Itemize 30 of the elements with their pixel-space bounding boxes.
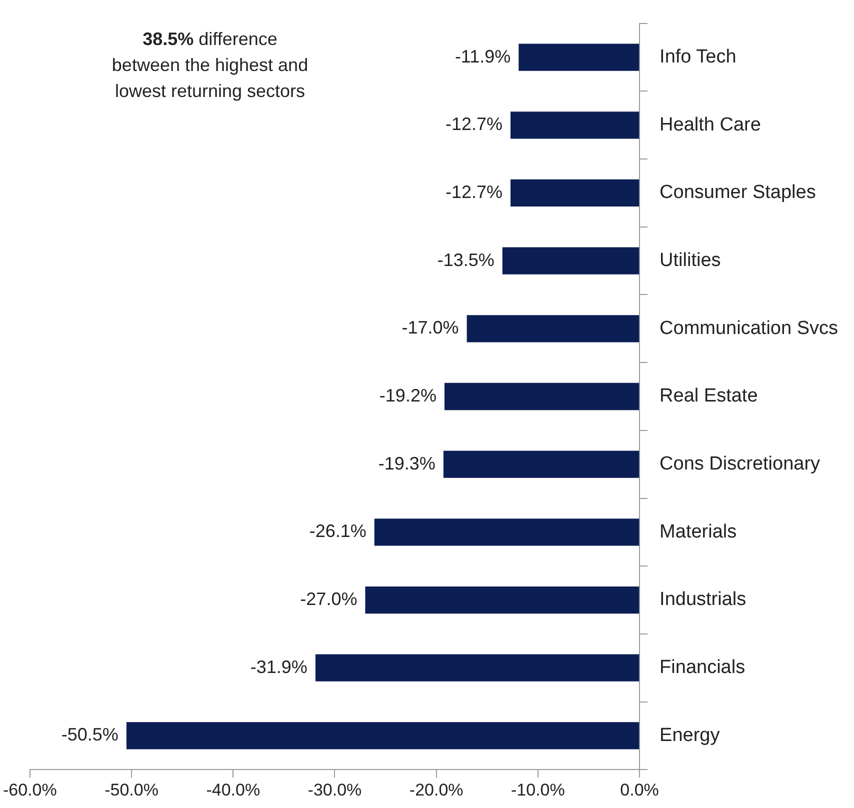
x-tick-label: -50.0%	[104, 780, 158, 800]
y-tick-label: Info Tech	[660, 46, 736, 68]
x-tick-label: 0.0%	[620, 780, 659, 800]
x-tick-label: -40.0%	[206, 780, 260, 800]
y-tick-label: Energy	[660, 724, 720, 746]
y-tick-label: Consumer Staples	[660, 182, 816, 204]
y-tick-label: Health Care	[660, 114, 761, 136]
data-label: -27.0%	[300, 588, 358, 609]
data-label: -11.9%	[454, 46, 511, 66]
y-tick-label: Cons Discretionary	[660, 454, 821, 475]
y-tick-label: Real Estate	[660, 386, 758, 407]
x-tick-label: -20.0%	[409, 780, 464, 800]
data-label: -31.9%	[250, 656, 308, 677]
data-label: -12.7%	[445, 182, 503, 202]
data-label: -17.0%	[402, 318, 459, 338]
y-tick-label: Utilities	[660, 250, 721, 272]
data-label: -13.5%	[437, 250, 494, 270]
y-tick-label: Industrials	[660, 589, 746, 610]
annotation: 38.5% difference between the highest and lowest returning sectors	[110, 28, 310, 103]
x-tick-label: -10.0%	[511, 780, 565, 800]
y-tick-label: Financials	[660, 657, 746, 678]
x-tick-label: -30.0%	[308, 780, 362, 800]
y-tick-label: Materials	[660, 521, 737, 542]
data-label: -50.5%	[61, 724, 118, 745]
data-label: -12.7%	[445, 114, 503, 134]
data-label: -26.1%	[309, 521, 366, 542]
x-tick-label: -60.0%	[2, 780, 57, 800]
y-tick-label: Communication Svcs	[660, 318, 838, 339]
data-label: -19.2%	[379, 385, 436, 406]
data-label: -19.3%	[378, 453, 436, 474]
